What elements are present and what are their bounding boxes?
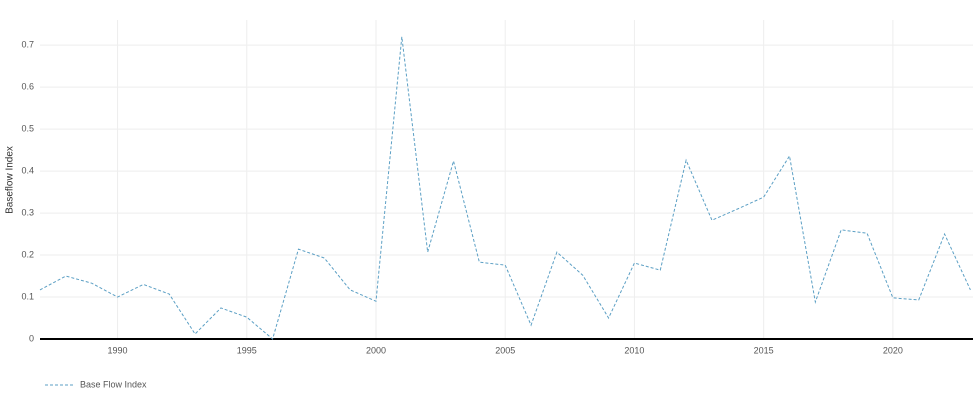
x-tick-label: 1990 [108, 345, 128, 355]
x-tick-label: 2015 [754, 345, 774, 355]
legend-label: Base Flow Index [80, 379, 147, 389]
x-tick-label: 1995 [237, 345, 257, 355]
y-tick-label: 0.4 [21, 165, 34, 175]
y-tick-label: 0.2 [21, 249, 34, 259]
y-tick-label: 0.7 [21, 40, 34, 50]
y-tick-label: 0.6 [21, 82, 34, 92]
x-tick-label: 2020 [883, 345, 903, 355]
data-line [39, 36, 971, 340]
y-axis-label: Baseflow Index [5, 146, 16, 214]
x-tick-label: 2000 [366, 345, 386, 355]
y-tick-label: 0.3 [21, 207, 34, 217]
y-tick-label: 0.1 [21, 291, 34, 301]
y-tick-label: 0.5 [21, 124, 34, 134]
y-tick-label: 0 [29, 333, 34, 343]
x-tick-label: 2010 [624, 345, 644, 355]
x-tick-label: 2005 [495, 345, 515, 355]
